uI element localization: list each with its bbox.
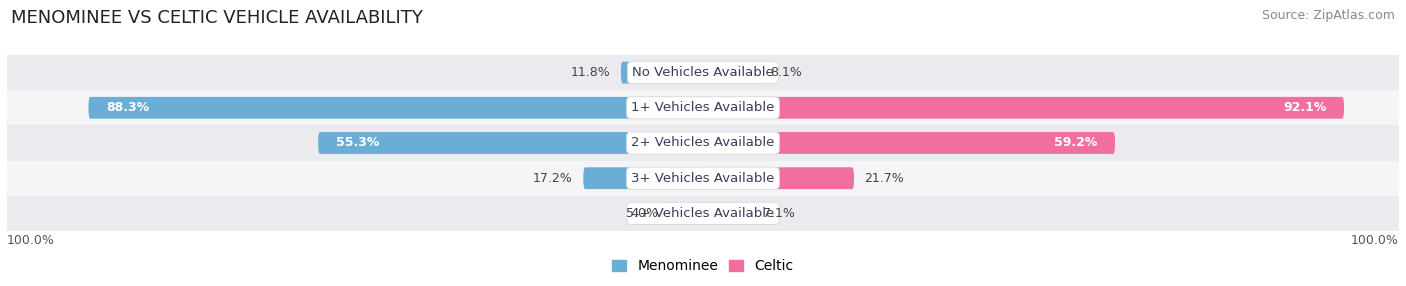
Bar xyxy=(7,196,1399,231)
FancyBboxPatch shape xyxy=(703,167,853,189)
Legend: Menominee, Celtic: Menominee, Celtic xyxy=(607,254,799,279)
Text: 21.7%: 21.7% xyxy=(865,172,904,185)
Text: No Vehicles Available: No Vehicles Available xyxy=(633,66,773,79)
FancyBboxPatch shape xyxy=(318,132,703,154)
Bar xyxy=(7,55,1399,90)
Text: 1+ Vehicles Available: 1+ Vehicles Available xyxy=(631,101,775,114)
FancyBboxPatch shape xyxy=(583,167,703,189)
Bar xyxy=(7,161,1399,196)
FancyBboxPatch shape xyxy=(668,202,703,224)
FancyBboxPatch shape xyxy=(703,132,1115,154)
FancyBboxPatch shape xyxy=(703,62,759,84)
Text: 8.1%: 8.1% xyxy=(770,66,801,79)
Bar xyxy=(7,125,1399,161)
FancyBboxPatch shape xyxy=(703,202,752,224)
Text: 11.8%: 11.8% xyxy=(571,66,610,79)
Text: 2+ Vehicles Available: 2+ Vehicles Available xyxy=(631,136,775,150)
Text: 17.2%: 17.2% xyxy=(533,172,572,185)
Text: 55.3%: 55.3% xyxy=(336,136,378,150)
Text: 59.2%: 59.2% xyxy=(1054,136,1098,150)
Text: Source: ZipAtlas.com: Source: ZipAtlas.com xyxy=(1261,9,1395,21)
Text: MENOMINEE VS CELTIC VEHICLE AVAILABILITY: MENOMINEE VS CELTIC VEHICLE AVAILABILITY xyxy=(11,9,423,27)
FancyBboxPatch shape xyxy=(703,97,1344,119)
Text: 5.0%: 5.0% xyxy=(626,207,658,220)
Text: 7.1%: 7.1% xyxy=(763,207,794,220)
FancyBboxPatch shape xyxy=(621,62,703,84)
FancyBboxPatch shape xyxy=(89,97,703,119)
Text: 3+ Vehicles Available: 3+ Vehicles Available xyxy=(631,172,775,185)
Text: 100.0%: 100.0% xyxy=(1351,234,1399,247)
Text: 4+ Vehicles Available: 4+ Vehicles Available xyxy=(631,207,775,220)
Text: 92.1%: 92.1% xyxy=(1284,101,1327,114)
Bar xyxy=(7,90,1399,125)
Text: 88.3%: 88.3% xyxy=(105,101,149,114)
Text: 100.0%: 100.0% xyxy=(7,234,55,247)
